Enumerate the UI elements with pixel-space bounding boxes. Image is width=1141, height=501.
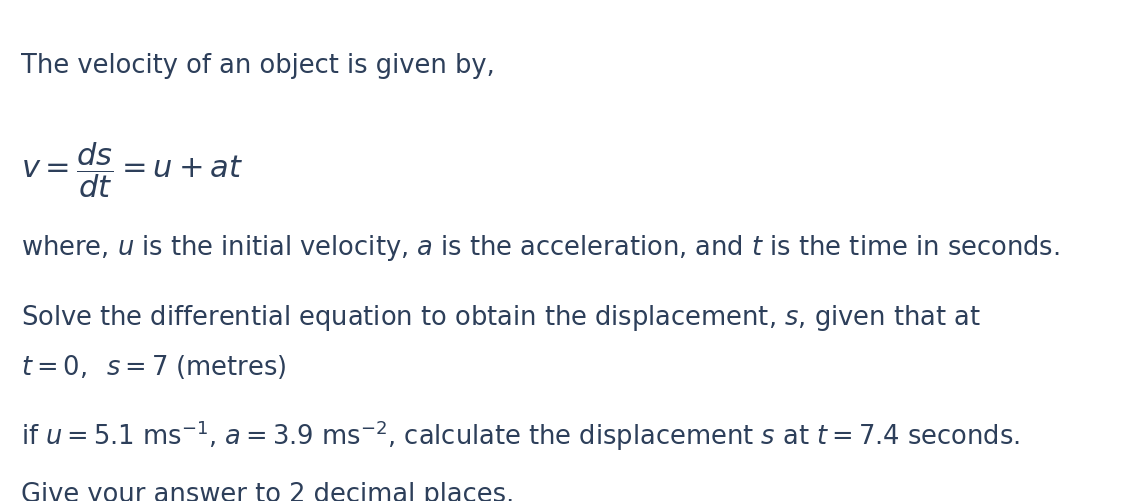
- Text: Solve the differential equation to obtain the displacement, $s$, given that at: Solve the differential equation to obtai…: [21, 303, 980, 333]
- Text: where, $u$ is the initial velocity, $a$ is the acceleration, and $t$ is the time: where, $u$ is the initial velocity, $a$ …: [21, 233, 1059, 263]
- Text: The velocity of an object is given by,: The velocity of an object is given by,: [21, 53, 494, 79]
- Text: Give your answer to 2 decimal places.: Give your answer to 2 decimal places.: [21, 482, 513, 501]
- Text: $v = \dfrac{ds}{dt} = u + at$: $v = \dfrac{ds}{dt} = u + at$: [21, 140, 243, 200]
- Text: if $u = 5.1$ ms$^{-1}$, $a = 3.9$ ms$^{-2}$, calculate the displacement $s$ at $: if $u = 5.1$ ms$^{-1}$, $a = 3.9$ ms$^{-…: [21, 418, 1019, 453]
- Text: $t = 0,\;\; s = 7$ (metres): $t = 0,\;\; s = 7$ (metres): [21, 353, 286, 381]
